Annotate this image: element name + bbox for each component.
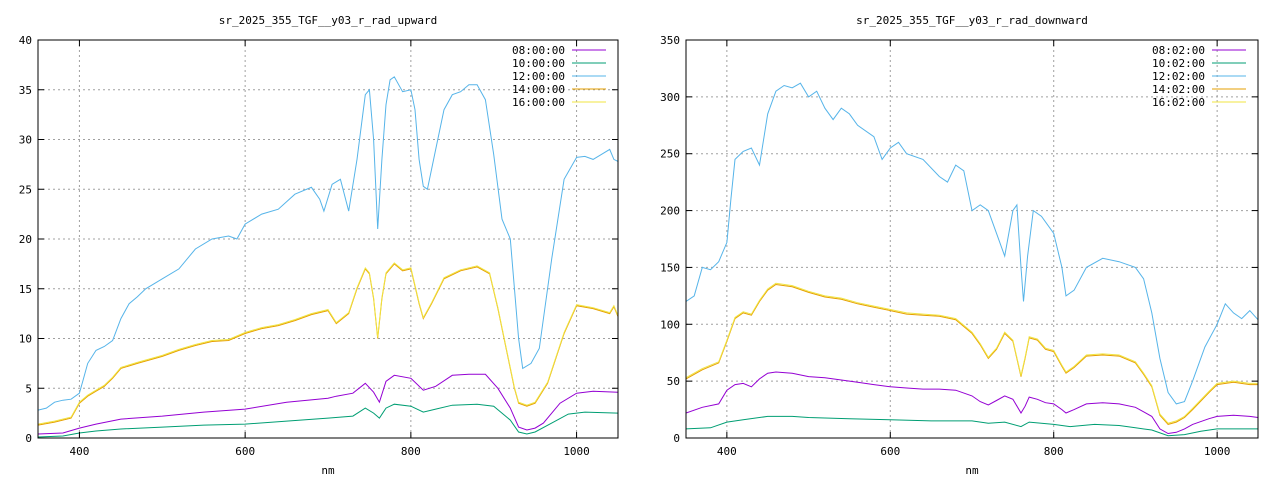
y-tick-label: 100 xyxy=(660,318,680,331)
series-line-120200 xyxy=(686,82,1258,405)
legend-label: 12:00:00 xyxy=(512,70,565,83)
legend-label: 08:02:00 xyxy=(1152,44,1205,57)
y-tick-label: 20 xyxy=(19,233,32,246)
x-axis-label: nm xyxy=(965,464,979,477)
legend-label: 10:02:00 xyxy=(1152,57,1205,70)
y-tick-label: 35 xyxy=(19,84,32,97)
series-line-160200 xyxy=(686,282,1258,424)
legend-label: 16:00:00 xyxy=(512,96,565,109)
series-line-160000 xyxy=(38,262,618,425)
chart-title: sr_2025_355_TGF__y03_r_rad_upward xyxy=(219,14,438,27)
x-tick-label: 800 xyxy=(401,445,421,458)
x-tick-label: 400 xyxy=(717,445,737,458)
legend-label: 14:02:00 xyxy=(1152,83,1205,96)
chart-title: sr_2025_355_TGF__y03_r_rad_downward xyxy=(856,14,1088,27)
chart-panel-1: 0 5 10 15 20 25 30 35 40 400 600 800 1000 sr_2025_355… xyxy=(19,14,619,477)
series-line-140200 xyxy=(686,283,1258,425)
y-tick-label: 40 xyxy=(19,34,32,47)
legend-label: 16:02:00 xyxy=(1152,96,1205,109)
x-axis-label: nm xyxy=(321,464,335,477)
x-tick-label: 400 xyxy=(69,445,89,458)
x-tick-label: 800 xyxy=(1044,445,1064,458)
y-tick-label: 150 xyxy=(660,261,680,274)
x-tick-label: 600 xyxy=(880,445,900,458)
series-line-140000 xyxy=(38,263,618,426)
plot-frame xyxy=(685,39,1259,439)
y-tick-label: 50 xyxy=(667,375,680,388)
x-tick-label: 1000 xyxy=(563,445,590,458)
y-tick-label: 10 xyxy=(19,333,32,346)
series-line-080200 xyxy=(686,371,1258,435)
y-tick-label: 25 xyxy=(19,183,32,196)
y-tick-label: 250 xyxy=(660,148,680,161)
y-tick-label: 300 xyxy=(660,91,680,104)
series-line-100000 xyxy=(38,403,618,438)
y-tick-label: 30 xyxy=(19,134,32,147)
x-tick-label: 600 xyxy=(235,445,255,458)
legend-label: 12:02:00 xyxy=(1152,70,1205,83)
y-tick-label: 350 xyxy=(660,34,680,47)
chart-panel-2: 0 50 100 150 200 250 300 350 400 600 800 1000 sr_202… xyxy=(660,14,1259,477)
legend-label: 14:00:00 xyxy=(512,83,565,96)
series-line-100200 xyxy=(686,415,1258,437)
y-tick-label: 0 xyxy=(25,432,32,445)
series-line-080000 xyxy=(38,373,618,435)
x-tick-label: 1000 xyxy=(1204,445,1231,458)
series-line-120000 xyxy=(38,76,618,411)
y-tick-label: 15 xyxy=(19,283,32,296)
y-tick-label: 5 xyxy=(25,382,32,395)
legend-label: 08:00:00 xyxy=(512,44,565,57)
y-tick-label: 200 xyxy=(660,205,680,218)
y-tick-label: 0 xyxy=(673,432,680,445)
legend-label: 10:00:00 xyxy=(512,57,565,70)
